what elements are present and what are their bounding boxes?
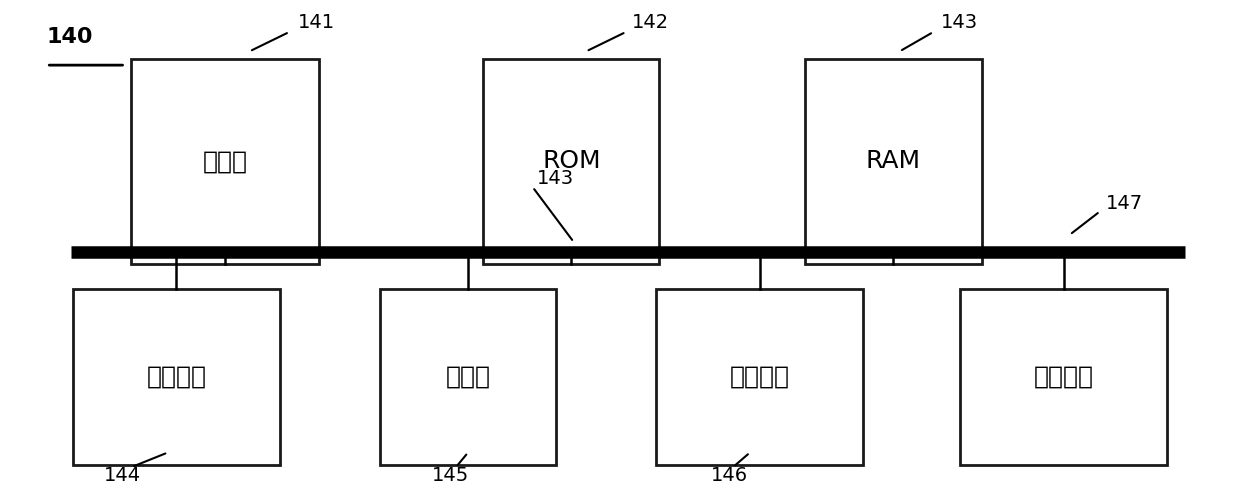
Bar bbox=[656, 288, 863, 465]
Text: 142: 142 bbox=[632, 12, 670, 31]
Text: ROM: ROM bbox=[542, 150, 600, 174]
Text: 145: 145 bbox=[432, 466, 469, 485]
Bar bbox=[484, 59, 660, 264]
Bar bbox=[131, 59, 319, 264]
Text: 140: 140 bbox=[46, 27, 93, 47]
Bar bbox=[805, 59, 982, 264]
Text: 接口单元: 接口单元 bbox=[1034, 365, 1094, 389]
Bar bbox=[379, 288, 557, 465]
Text: 141: 141 bbox=[298, 12, 335, 31]
Text: 146: 146 bbox=[711, 466, 748, 485]
Text: RAM: RAM bbox=[866, 150, 921, 174]
Text: 143: 143 bbox=[941, 12, 978, 31]
Text: 输入装置: 输入装置 bbox=[146, 365, 206, 389]
Text: 143: 143 bbox=[537, 169, 574, 188]
Text: 144: 144 bbox=[103, 466, 140, 485]
Text: 显示装置: 显示装置 bbox=[730, 365, 790, 389]
Bar bbox=[960, 288, 1167, 465]
Bar bbox=[73, 288, 280, 465]
Text: 存储器: 存储器 bbox=[202, 150, 248, 174]
Text: 处理器: 处理器 bbox=[445, 365, 491, 389]
Text: 147: 147 bbox=[1106, 194, 1143, 213]
